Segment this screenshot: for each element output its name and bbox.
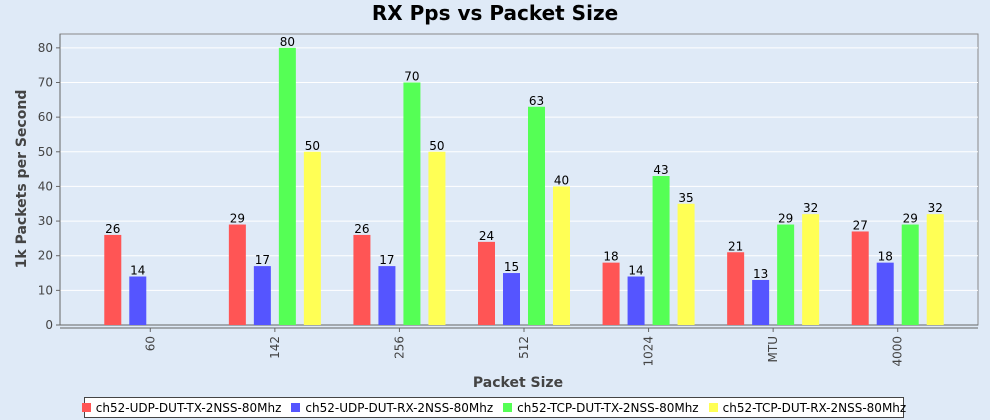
x-tick-label: 256	[392, 336, 406, 359]
y-axis-label: 1k Packets per Second	[14, 90, 30, 269]
legend-label: ch52-TCP-DUT-TX-2NSS-80Mhz	[517, 400, 699, 415]
bar	[353, 234, 371, 325]
x-axis-label: Packet Size	[473, 375, 563, 391]
data-label: 14	[130, 264, 145, 278]
bar	[253, 266, 271, 325]
data-label: 17	[255, 253, 270, 267]
bar	[403, 82, 421, 325]
bar	[752, 279, 770, 325]
x-tick-label: 60	[143, 336, 157, 351]
bar	[428, 151, 446, 325]
bar	[901, 224, 919, 325]
data-label: 27	[853, 218, 868, 232]
x-axis: 60 142 256 512 1024 MTU 4000	[60, 324, 978, 367]
bar	[129, 276, 147, 325]
chart-title: RX Pps vs Packet Size	[372, 1, 618, 25]
data-label: 40	[554, 173, 569, 187]
x-tick-label: 512	[517, 336, 531, 359]
data-label: 26	[354, 222, 369, 236]
data-label: 21	[728, 239, 743, 253]
data-label: 35	[678, 191, 693, 205]
bar	[278, 47, 296, 325]
legend-label: ch52-UDP-DUT-TX-2NSS-80Mhz	[95, 400, 282, 415]
bar	[104, 234, 122, 325]
bar	[677, 203, 695, 325]
bar	[478, 241, 495, 325]
y-tick-label: 40	[38, 179, 53, 193]
bar	[553, 186, 570, 325]
data-label: 24	[479, 229, 494, 243]
bar	[378, 266, 396, 325]
y-tick-label: 30	[38, 214, 53, 228]
bar	[926, 214, 944, 325]
data-label: 29	[230, 212, 245, 226]
bar	[228, 224, 246, 325]
data-label: 29	[778, 212, 793, 226]
bar	[303, 151, 321, 325]
data-label: 50	[305, 139, 320, 153]
data-label: 29	[903, 212, 918, 226]
data-label: 32	[803, 201, 818, 215]
x-tick-label: 1024	[642, 336, 656, 367]
legend-swatch	[708, 403, 718, 412]
legend-swatch	[81, 403, 91, 412]
bar	[777, 224, 795, 325]
grid	[60, 47, 978, 291]
legend-item: ch52-UDP-DUT-TX-2NSS-80Mhz	[81, 400, 282, 415]
data-label: 18	[878, 250, 893, 264]
bar	[876, 262, 894, 325]
legend-swatch	[503, 403, 513, 412]
legend-label: ch52-TCP-DUT-RX-2NSS-80Mhz	[722, 400, 907, 415]
legend-item: ch52-TCP-DUT-RX-2NSS-80Mhz	[708, 400, 907, 415]
data-label: 70	[404, 70, 419, 84]
data-label: 43	[653, 163, 668, 177]
y-tick-label: 80	[38, 41, 53, 55]
bar	[652, 176, 670, 325]
data-label: 32	[928, 201, 943, 215]
y-tick-label: 70	[38, 76, 53, 90]
data-label: 15	[504, 260, 519, 274]
bar	[602, 262, 620, 325]
bars	[104, 47, 944, 325]
x-tick-label: 4000	[891, 336, 905, 367]
bar	[528, 106, 545, 325]
data-label: 50	[429, 139, 444, 153]
data-label: 13	[753, 267, 768, 281]
legend-item: ch52-TCP-DUT-TX-2NSS-80Mhz	[503, 400, 699, 415]
data-label: 14	[628, 264, 643, 278]
data-label: 26	[105, 222, 120, 236]
y-tick-label: 10	[38, 283, 53, 297]
legend-swatch	[291, 403, 301, 412]
y-tick-label: 50	[38, 145, 53, 159]
bar	[727, 252, 745, 325]
bar	[627, 276, 645, 325]
data-labels: 26 14 29 17 80 50 26 17 70 50 24 15 63 40 18 14 43 35 21 13…	[105, 35, 943, 281]
y-axis: 0 10 20 30 40 50 60 70 80	[38, 34, 61, 332]
legend-item: ch52-UDP-DUT-RX-2NSS-80Mhz	[291, 401, 493, 415]
legend: ch52-UDP-DUT-TX-2NSS-80Mhz ch52-UDP-DUT-R…	[81, 397, 907, 418]
data-label: 63	[529, 94, 544, 108]
legend-label: ch52-UDP-DUT-RX-2NSS-80Mhz	[305, 400, 494, 415]
y-tick-label: 0	[45, 318, 53, 332]
y-tick-label: 20	[38, 249, 53, 263]
y-tick-label: 60	[38, 110, 53, 124]
data-label: 17	[379, 253, 394, 267]
x-tick-label: 142	[268, 336, 282, 359]
bar	[503, 273, 520, 325]
chart: RX Pps vs Packet Size 01020304050607080 …	[14, 1, 979, 391]
data-label: 18	[603, 250, 618, 264]
x-tick-label: MTU	[766, 336, 780, 362]
bar	[802, 214, 820, 325]
bar	[851, 231, 869, 325]
data-label: 80	[280, 35, 295, 49]
